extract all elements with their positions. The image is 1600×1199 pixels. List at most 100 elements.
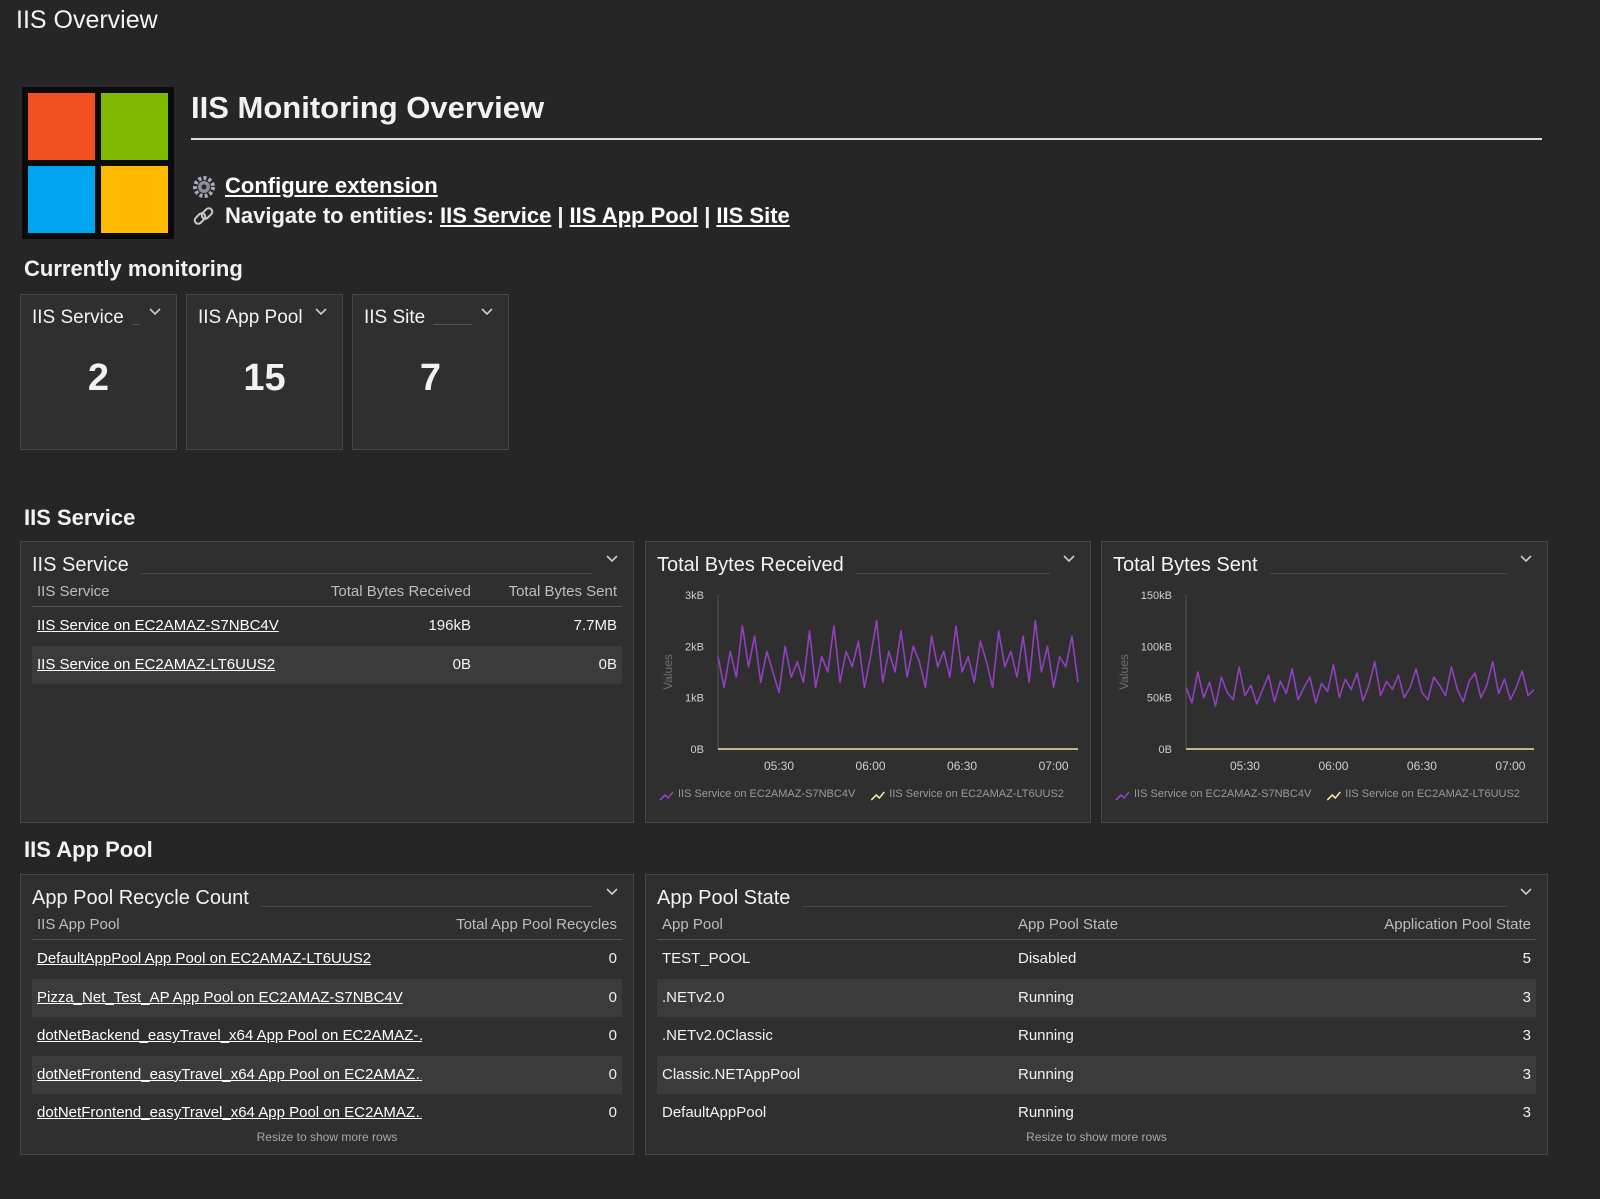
chevron-stroke xyxy=(315,308,327,316)
series-line xyxy=(1185,660,1535,707)
legend-label: IIS Service on EC2AMAZ-LT6UUS2 xyxy=(889,788,1064,800)
tile[interactable]: IIS Service 2 xyxy=(20,294,177,450)
chevron[interactable] xyxy=(605,554,619,564)
row-link[interactable]: DefaultAppPool App Pool on EC2AMAZ-LT6UU… xyxy=(37,950,372,967)
panel: App Pool Recycle Count IIS App Pool Total … xyxy=(20,874,634,1155)
chevron[interactable] xyxy=(1519,887,1533,897)
tile[interactable]: IIS App Pool 15 xyxy=(186,294,343,450)
table-cell: 3 xyxy=(1522,1027,1531,1045)
row-link[interactable]: IIS Service on EC2AMAZ-LT6UUS2 xyxy=(32,645,304,685)
logo-square xyxy=(101,166,168,233)
logo-square xyxy=(28,93,95,160)
table-cell: Running xyxy=(1013,978,1296,1018)
table-cell: 196kB xyxy=(428,617,471,634)
table-cell: 0B xyxy=(476,645,622,685)
gear-icon xyxy=(193,176,215,198)
table-cell: DefaultAppPool xyxy=(662,1104,767,1122)
y-axis-label: Values xyxy=(1117,654,1131,690)
table-footer: Resize to show more rows xyxy=(1026,1130,1167,1144)
y-tick-label: 100kB xyxy=(1141,641,1172,653)
row-link[interactable]: dotNetBackend_easyTravel_x64 App Pool on… xyxy=(37,1027,422,1045)
column-header: App Pool xyxy=(657,913,1013,940)
panel-header: IIS Service xyxy=(32,554,593,577)
tile-count: 2 xyxy=(87,357,110,399)
line-chart: 0B 50kB 100kB 150kB 05:30 06:00 06:30 07:00 Valu… xyxy=(1115,590,1535,801)
row-link[interactable]: IIS Service on EC2AMAZ-S7NBC4V xyxy=(37,617,279,634)
column-header: App Pool State xyxy=(1013,913,1296,940)
row-link[interactable]: dotNetFrontend_easyTravel_x64 App Pool o… xyxy=(37,1104,422,1122)
chevron[interactable] xyxy=(1519,554,1533,564)
tile-rule xyxy=(433,324,472,325)
section-title: Currently monitoring xyxy=(24,256,243,281)
chevron-stroke xyxy=(481,308,493,316)
section-title: IIS App Pool xyxy=(24,837,153,862)
logo-graphic xyxy=(28,93,168,233)
chevron[interactable] xyxy=(314,307,328,317)
tile-label: IIS Site xyxy=(364,307,426,328)
row-link[interactable]: Pizza_Net_Test_AP App Pool on EC2AMAZ-S7… xyxy=(32,978,422,1018)
x-tick-label: 05:30 xyxy=(764,759,794,773)
table-cell: 5 xyxy=(1522,950,1531,967)
y-tick-label: 50kB xyxy=(1147,693,1172,705)
header-title: IIS Monitoring Overview xyxy=(191,90,545,125)
configure-link[interactable]: Configure extension xyxy=(225,173,438,198)
table-cell: 3 xyxy=(1296,978,1536,1018)
y-tick-label: 1kB xyxy=(685,693,704,705)
chevron-stroke xyxy=(1520,888,1532,896)
x-tick-label: 07:00 xyxy=(1039,759,1069,773)
tile[interactable]: IIS Site 7 xyxy=(352,294,509,450)
y-tick-label: 2kB xyxy=(685,641,704,653)
nav-link[interactable]: IIS Site xyxy=(716,203,790,228)
table-cell: Running xyxy=(1018,1104,1074,1122)
row-link[interactable]: dotNetFrontend_easyTravel_x64 App Pool o… xyxy=(32,1055,422,1095)
nav-label: Navigate to entities: xyxy=(225,203,435,228)
x-tick-label: 07:00 xyxy=(1495,759,1525,773)
chevron[interactable] xyxy=(148,307,162,317)
chevron[interactable] xyxy=(1062,554,1076,564)
column-header: Total Bytes Sent xyxy=(476,580,622,607)
logo-square xyxy=(101,93,168,160)
line-chart: 0B 1kB 2kB 3kB 05:30 06:00 06:30 07:00 Values IIS… xyxy=(659,590,1079,801)
nav-link[interactable]: IIS Service xyxy=(440,203,552,228)
header-rule xyxy=(191,138,1542,140)
table-cell: TEST_POOL xyxy=(662,950,751,967)
link-ring xyxy=(200,207,214,220)
table: App Pool App Pool State Application Pool S… xyxy=(657,913,1536,1133)
tile-label: IIS Service xyxy=(32,307,124,328)
nav-link[interactable]: IIS App Pool xyxy=(569,203,699,228)
gear-teeth xyxy=(193,176,215,198)
legend-swatch xyxy=(1115,791,1130,801)
column-header: Total App Pool Recycles xyxy=(422,913,622,940)
legend-label: IIS Service on EC2AMAZ-S7NBC4V xyxy=(678,788,856,800)
panel-header-rule xyxy=(802,906,1507,907)
panel-title: App Pool Recycle Count xyxy=(32,887,249,909)
table-cell: 0B xyxy=(304,645,476,685)
x-tick-label: 06:00 xyxy=(1318,759,1348,773)
chevron-stroke xyxy=(606,888,618,896)
legend-label: IIS Service on EC2AMAZ-S7NBC4V xyxy=(1134,788,1312,800)
chevron-stroke xyxy=(1063,555,1075,563)
series-line xyxy=(717,619,1079,694)
tile-count: 7 xyxy=(419,357,442,399)
chevron[interactable] xyxy=(480,307,494,317)
column-header: IIS App Pool xyxy=(32,913,422,940)
table-cell: Disabled xyxy=(1018,950,1077,967)
y-tick-label: 3kB xyxy=(685,590,704,602)
table-cell: 3 xyxy=(1296,1055,1536,1095)
page-title: IIS Overview xyxy=(16,6,158,34)
panel: App Pool State App Pool App Pool State Appl… xyxy=(645,874,1548,1155)
column-header: Application Pool State xyxy=(1296,913,1536,940)
link-icon xyxy=(193,207,214,225)
chevron[interactable] xyxy=(605,887,619,897)
table: IIS App Pool Total App Pool Recycles Defau… xyxy=(32,913,622,1133)
chevron-stroke xyxy=(1520,555,1532,563)
tile-rule xyxy=(131,324,140,325)
table-cell: 3 xyxy=(1522,1104,1531,1122)
panel: Total Bytes Sent 0B 50kB 100kB 150kB 05:30 06:… xyxy=(1101,541,1548,823)
panel-header: App Pool Recycle Count xyxy=(32,887,593,910)
tile-header: IIS Service xyxy=(32,307,140,329)
panel: IIS Service IIS Service Total Bytes Receiv… xyxy=(20,541,634,823)
gear-hole xyxy=(201,184,207,190)
table-footer: Resize to show more rows xyxy=(256,1130,398,1144)
y-tick-label: 150kB xyxy=(1141,590,1172,602)
